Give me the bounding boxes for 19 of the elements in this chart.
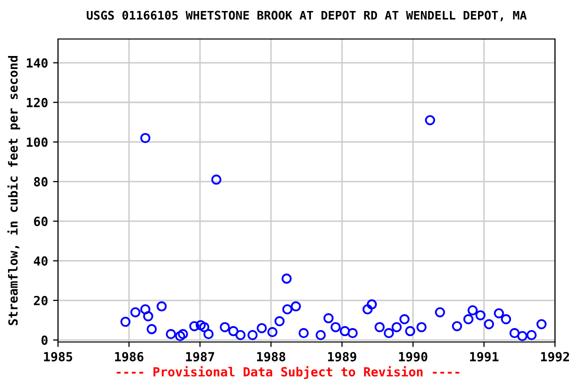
y-tick-label: 100 xyxy=(26,137,48,147)
chart-title: USGS 01166105 WHETSTONE BROOK AT DEPOT RD AT WENDELL DEPOT, MA xyxy=(86,10,527,22)
x-tick-label: 1986 xyxy=(115,352,144,362)
y-tick-label: 40 xyxy=(34,256,48,266)
y-tick-label: 140 xyxy=(26,58,48,68)
x-tick-label: 1991 xyxy=(470,352,498,362)
y-tick-label: 80 xyxy=(34,177,48,187)
y-tick-label: 60 xyxy=(34,216,48,226)
x-tick-label: 1989 xyxy=(328,352,356,362)
x-tick-label: 1990 xyxy=(399,352,428,362)
y-axis-title: Streamflow, in cubic feet per second xyxy=(7,56,20,326)
x-tick-label: 1985 xyxy=(44,352,72,362)
x-tick-label: 1988 xyxy=(257,352,286,362)
x-tick-label: 1987 xyxy=(186,352,214,362)
y-tick-label: 0 xyxy=(42,335,48,345)
y-tick-label: 120 xyxy=(26,98,48,108)
x-tick-label: 1992 xyxy=(541,352,570,362)
text: ---- Provisional Data Subject to Revision ---- xyxy=(116,366,460,379)
y-tick-label: 20 xyxy=(34,296,48,306)
